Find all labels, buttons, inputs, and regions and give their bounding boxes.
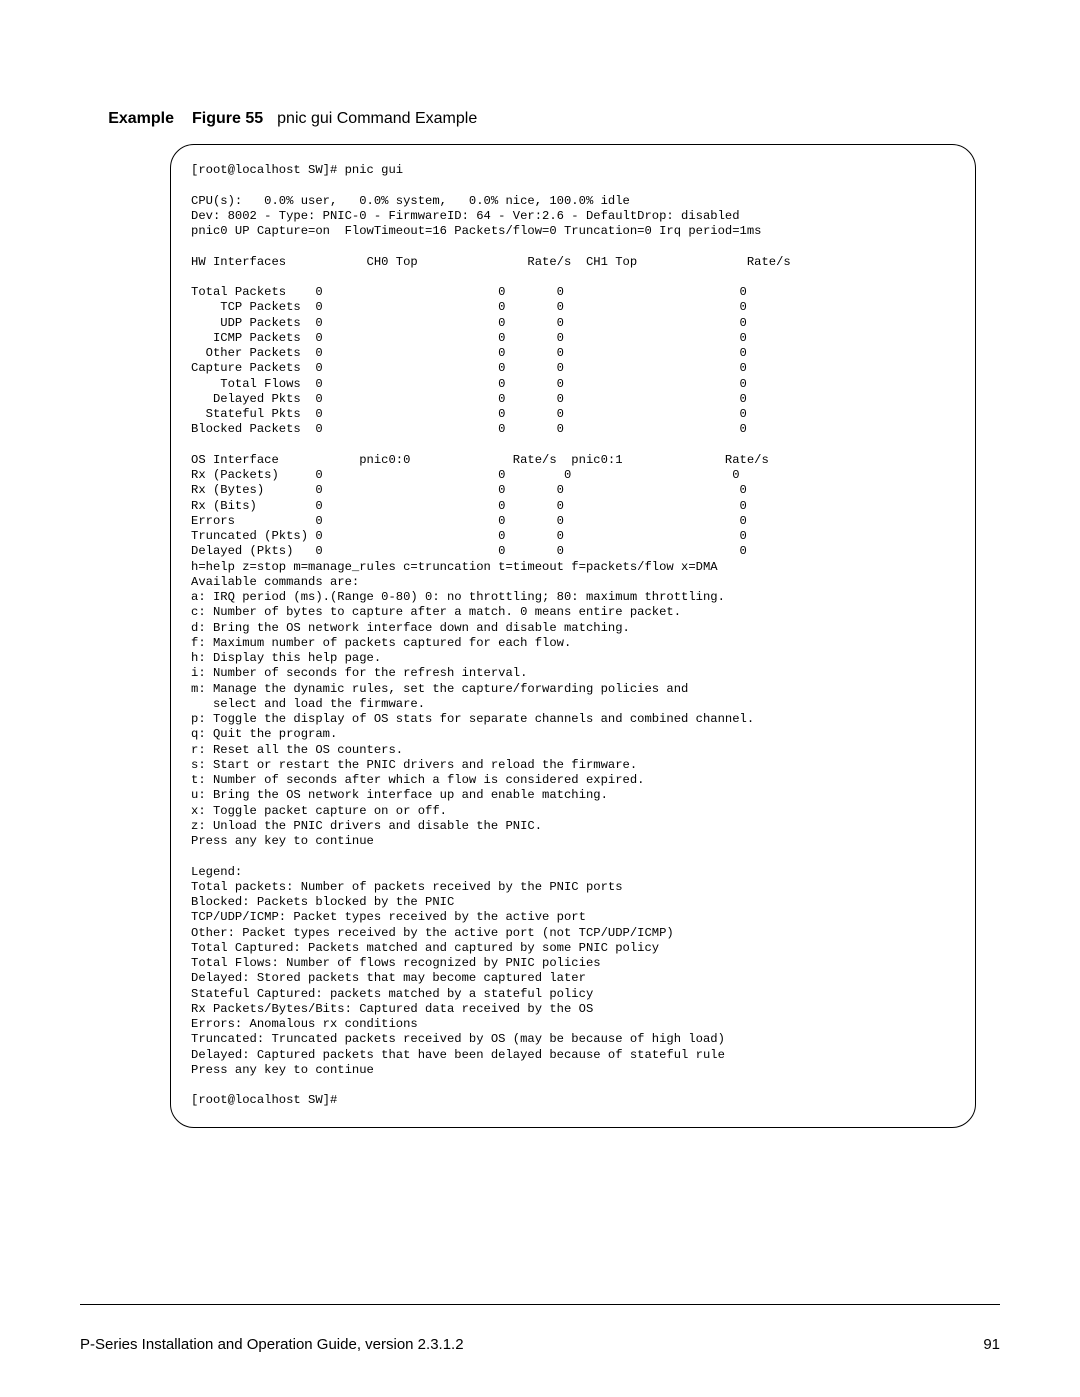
terminal-output-box: [root@localhost SW]# pnic gui CPU(s): 0.…	[170, 144, 976, 1128]
page-footer: P-Series Installation and Operation Guid…	[80, 1315, 1000, 1353]
figure-number: Figure 55	[192, 110, 263, 128]
footer-title: P-Series Installation and Operation Guid…	[80, 1336, 464, 1353]
footer-rule	[80, 1304, 1000, 1305]
example-label: Example	[80, 110, 192, 128]
figure-title: pnic gui Command Example	[277, 110, 477, 128]
terminal-output: [root@localhost SW]# pnic gui CPU(s): 0.…	[191, 163, 955, 1109]
page-number: 91	[983, 1336, 1000, 1353]
figure-heading: Example Figure 55 pnic gui Command Examp…	[80, 110, 1000, 128]
